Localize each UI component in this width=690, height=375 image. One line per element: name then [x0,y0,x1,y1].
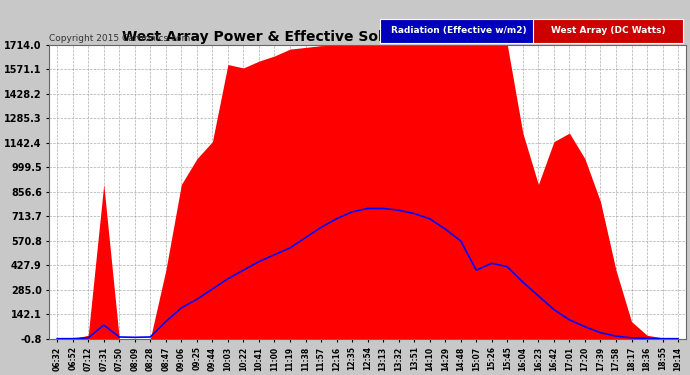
Text: Copyright 2015 Cartronics.com: Copyright 2015 Cartronics.com [50,34,190,43]
Text: West Array (DC Watts): West Array (DC Watts) [551,26,665,36]
Title: West Array Power & Effective Solar Radiation Wed Apr 1 19:17: West Array Power & Effective Solar Radia… [121,30,613,44]
Text: Radiation (Effective w/m2): Radiation (Effective w/m2) [391,26,526,36]
